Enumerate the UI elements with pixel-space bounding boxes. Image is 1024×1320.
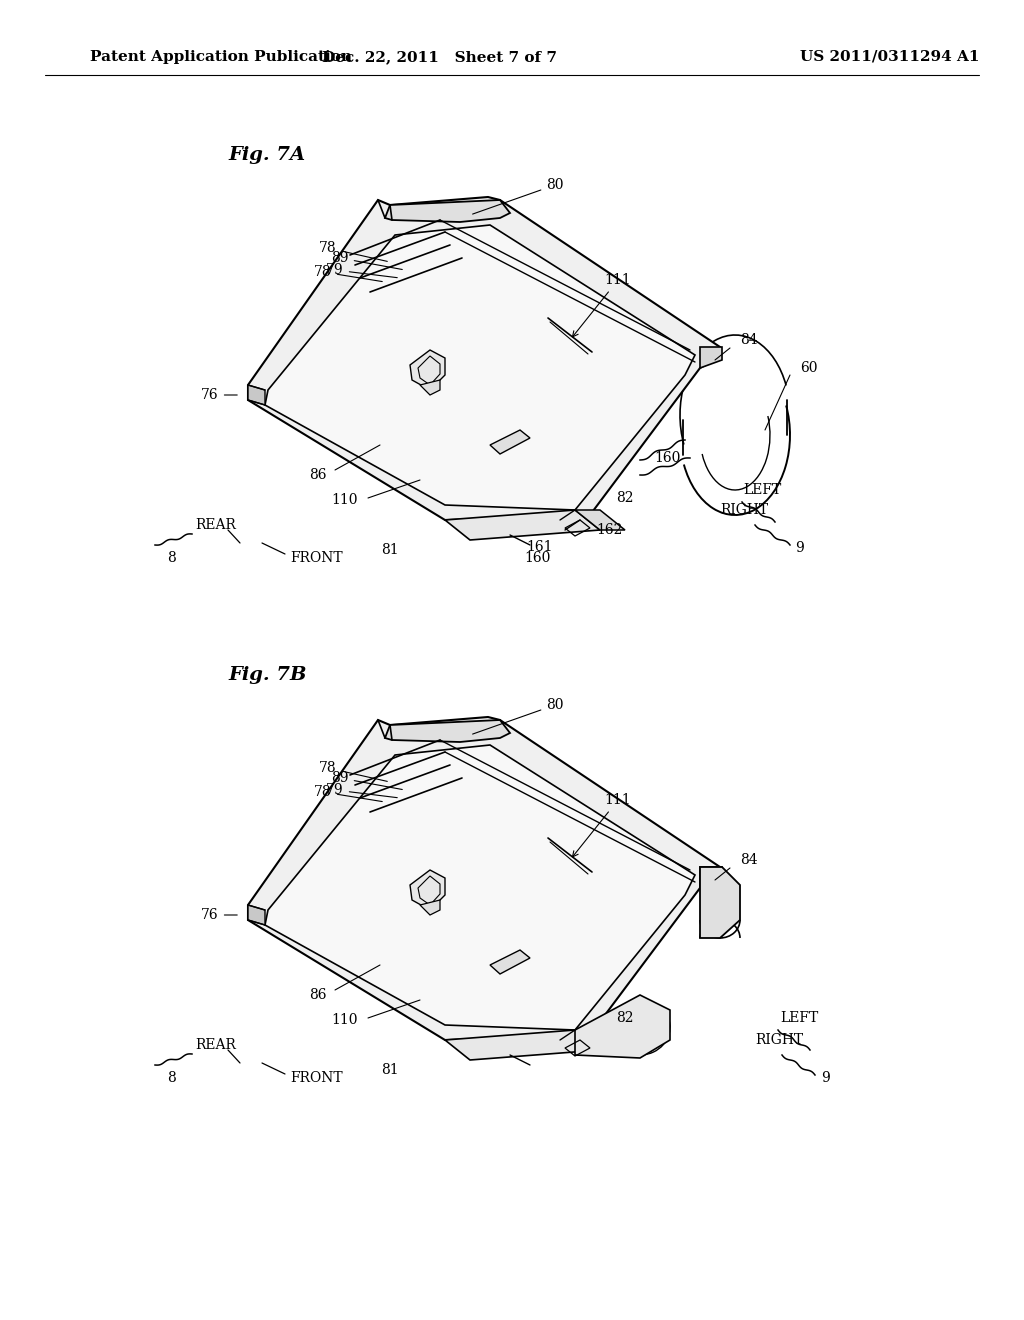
Polygon shape — [575, 510, 625, 531]
Polygon shape — [490, 430, 530, 454]
Text: 84: 84 — [740, 853, 758, 867]
Polygon shape — [490, 950, 530, 974]
Text: 80: 80 — [473, 698, 564, 734]
Polygon shape — [420, 380, 440, 395]
Text: 161: 161 — [526, 540, 553, 554]
Text: 86: 86 — [309, 469, 327, 482]
Text: REAR: REAR — [195, 1038, 236, 1052]
Text: US 2011/0311294 A1: US 2011/0311294 A1 — [800, 50, 980, 63]
Text: 78: 78 — [314, 785, 382, 801]
Text: Patent Application Publication: Patent Application Publication — [90, 50, 352, 63]
Text: 82: 82 — [616, 1011, 634, 1026]
Text: 160: 160 — [654, 451, 681, 465]
Text: LEFT: LEFT — [743, 483, 781, 498]
Text: RIGHT: RIGHT — [720, 503, 768, 517]
Text: RIGHT: RIGHT — [755, 1034, 803, 1047]
Polygon shape — [700, 347, 722, 368]
Text: 160: 160 — [525, 550, 551, 565]
Text: 9: 9 — [796, 541, 805, 554]
Polygon shape — [445, 510, 600, 540]
Polygon shape — [248, 385, 265, 405]
Polygon shape — [575, 995, 670, 1059]
Text: 8: 8 — [168, 550, 176, 565]
Text: 81: 81 — [381, 1063, 398, 1077]
Text: 81: 81 — [381, 543, 398, 557]
Polygon shape — [445, 1030, 600, 1060]
Text: LEFT: LEFT — [780, 1011, 818, 1026]
Text: 84: 84 — [740, 333, 758, 347]
Text: 8: 8 — [168, 1071, 176, 1085]
Text: 60: 60 — [800, 360, 817, 375]
Text: 80: 80 — [473, 178, 564, 214]
Text: 111: 111 — [572, 793, 632, 857]
Text: 82: 82 — [616, 491, 634, 506]
Text: 89: 89 — [331, 251, 402, 269]
Text: REAR: REAR — [195, 517, 236, 532]
Text: 86: 86 — [309, 987, 327, 1002]
Polygon shape — [385, 201, 510, 222]
Text: FRONT: FRONT — [290, 1071, 343, 1085]
Polygon shape — [410, 870, 445, 909]
Polygon shape — [248, 906, 265, 925]
Text: Fig. 7A: Fig. 7A — [228, 147, 305, 164]
Text: 110: 110 — [332, 1012, 358, 1027]
Text: FRONT: FRONT — [290, 550, 343, 565]
Text: 78: 78 — [314, 265, 382, 281]
Polygon shape — [265, 224, 695, 510]
Text: 162: 162 — [597, 523, 624, 537]
Polygon shape — [700, 867, 722, 888]
Polygon shape — [385, 719, 510, 742]
Text: 78: 78 — [319, 242, 387, 261]
Text: 110: 110 — [332, 492, 358, 507]
Polygon shape — [420, 900, 440, 915]
Text: Dec. 22, 2011   Sheet 7 of 7: Dec. 22, 2011 Sheet 7 of 7 — [323, 50, 557, 63]
Polygon shape — [248, 717, 720, 1040]
Polygon shape — [265, 744, 695, 1030]
Text: 76: 76 — [201, 388, 238, 403]
Text: 76: 76 — [201, 908, 238, 921]
Text: 89: 89 — [331, 771, 402, 789]
Polygon shape — [248, 197, 720, 520]
Text: Fig. 7B: Fig. 7B — [228, 667, 306, 684]
Text: 9: 9 — [820, 1071, 829, 1085]
Text: 78: 78 — [319, 762, 387, 781]
Polygon shape — [700, 867, 740, 939]
Text: 111: 111 — [572, 273, 632, 337]
Text: 79: 79 — [327, 783, 397, 797]
Text: 79: 79 — [327, 263, 397, 277]
Polygon shape — [410, 350, 445, 389]
